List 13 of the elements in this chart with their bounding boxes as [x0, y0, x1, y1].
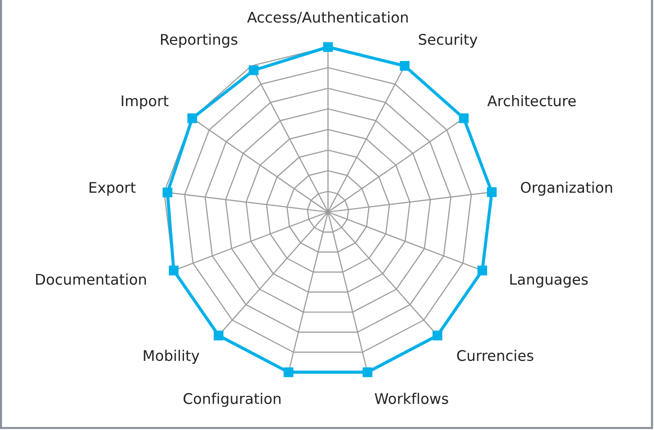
spoke-label: Architecture: [487, 95, 576, 106]
spoke-label: Import: [122, 95, 168, 110]
spoke-label: Access/Authentication: [247, 11, 408, 24]
spoke-label: Configuration: [184, 392, 280, 407]
spoke-label: Languages: [510, 274, 588, 288]
spoke-label: Reportings: [161, 34, 238, 48]
spoke-label: Export: [90, 182, 136, 196]
spoke-label: Documentation: [36, 274, 146, 285]
spoke-label: Currencies: [457, 350, 534, 362]
spoke-label: Organization: [520, 182, 612, 196]
spoke-label: Workflows: [374, 392, 448, 404]
spoke-label: Security: [418, 34, 478, 48]
spoke-label: Mobility: [144, 350, 200, 364]
